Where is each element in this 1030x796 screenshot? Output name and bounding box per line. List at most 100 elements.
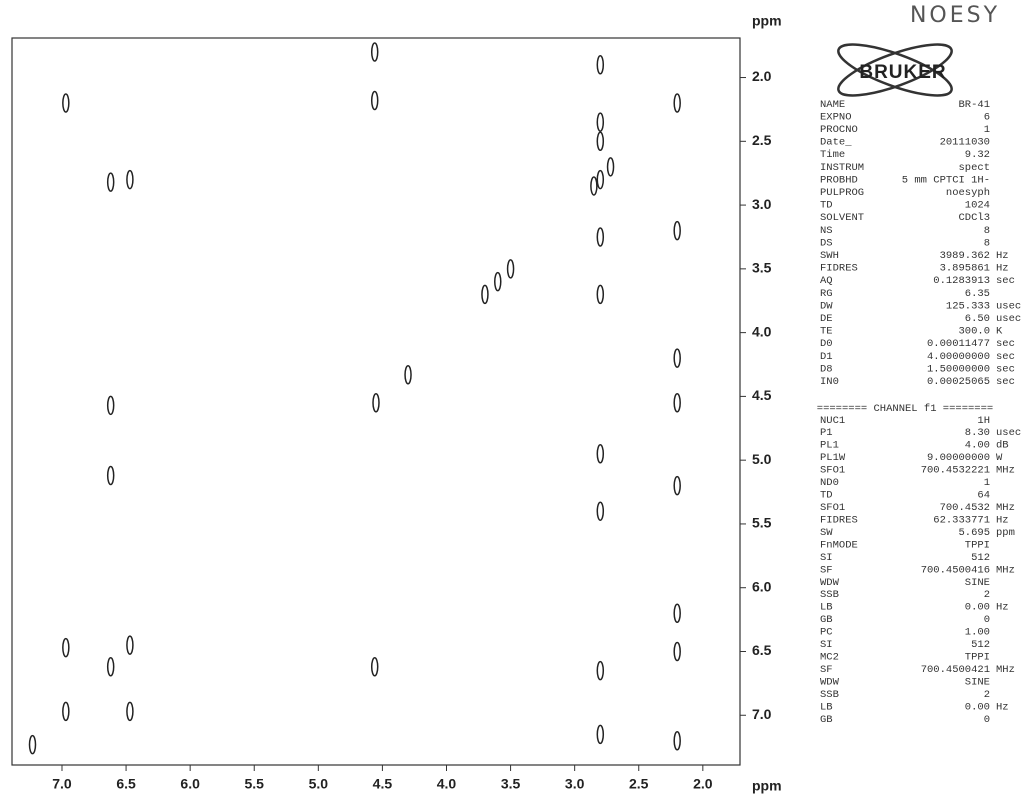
param-name: PC: [820, 627, 833, 639]
param-value: 0: [984, 714, 990, 726]
param-unit: K: [996, 326, 1003, 338]
cross-peak: [606, 157, 615, 177]
cross-peak: [370, 42, 379, 62]
param-unit: MHz: [996, 564, 1015, 576]
param-name: SSB: [820, 689, 839, 701]
param-name: LB: [820, 602, 833, 614]
param-name: PROBHD: [820, 174, 858, 186]
param-value: 700.4532221: [921, 465, 990, 477]
cross-peak: [370, 657, 379, 677]
param-name: SF: [820, 664, 833, 676]
param-name: NAME: [820, 99, 845, 111]
param-value: 125.333: [946, 300, 990, 312]
param-value: 5.695: [958, 527, 990, 539]
param-unit: W: [996, 452, 1003, 464]
param-name: EXPNO: [820, 111, 852, 123]
cross-peak: [673, 641, 681, 662]
x-axis-label: ppm: [752, 778, 782, 794]
param-value: BR-41: [958, 99, 990, 111]
cross-peak: [404, 364, 412, 385]
cross-peak: [62, 701, 70, 722]
cross-peak: [596, 501, 605, 521]
param-name: PL1W: [820, 452, 846, 464]
param-value: TPPI: [965, 652, 990, 664]
channel-header: ======== CHANNEL f1 ========: [817, 403, 993, 415]
x-tick-label: 6.5: [116, 776, 136, 792]
cross-peak: [106, 395, 115, 416]
param-name: FIDRES: [820, 263, 858, 275]
cross-peak: [596, 169, 605, 190]
param-value: CDCl3: [958, 212, 990, 224]
param-name: FIDRES: [820, 514, 858, 526]
cross-peak: [481, 284, 489, 305]
cross-peak: [126, 635, 134, 655]
param-value: 1: [984, 124, 990, 136]
param-value: 4.00: [965, 440, 990, 452]
param-value: noesyph: [946, 187, 990, 199]
cross-peak: [590, 176, 598, 196]
param-value: 2: [984, 689, 990, 701]
cross-peak: [126, 169, 134, 190]
param-name: SSB: [820, 589, 839, 601]
param-value: 9.00000000: [927, 452, 990, 464]
param-value: 8: [984, 237, 990, 249]
cross-peak: [596, 227, 605, 247]
cross-peak: [106, 172, 115, 192]
param-unit: Hz: [996, 263, 1009, 275]
cross-peak: [673, 348, 681, 368]
cross-peak: [673, 475, 681, 496]
param-unit: sec: [996, 338, 1015, 350]
param-name: MC2: [820, 652, 839, 664]
param-name: SFO1: [820, 502, 845, 514]
param-unit: sec: [996, 275, 1015, 287]
cross-peak: [494, 271, 502, 292]
param-name: PULPROG: [820, 187, 864, 199]
cross-peak: [370, 90, 379, 111]
y-tick-label: 6.5: [752, 642, 772, 658]
y-axis-label: ppm: [752, 13, 782, 29]
y-tick-label: 5.0: [752, 451, 772, 467]
param-unit: dB: [996, 440, 1009, 452]
y-tick-label: 5.5: [752, 515, 772, 531]
param-name: IN0: [820, 376, 839, 388]
param-name: AQ: [820, 275, 833, 287]
x-tick-label: 2.0: [693, 776, 713, 792]
param-name: DE: [820, 313, 833, 325]
cross-peak: [62, 93, 70, 113]
cross-peak: [596, 112, 605, 132]
cross-peak: [673, 220, 681, 241]
cross-peak: [596, 724, 605, 745]
param-name: PROCNO: [820, 124, 858, 136]
cross-peak: [506, 259, 515, 279]
param-value: 300.0: [958, 326, 990, 338]
cross-peak: [596, 131, 605, 152]
cross-peak: [106, 465, 115, 486]
y-tick-label: 6.0: [752, 578, 772, 594]
param-value: 6.35: [965, 288, 990, 300]
param-value: 1H: [977, 415, 990, 427]
param-name: SOLVENT: [820, 212, 864, 224]
bruker-logo: [837, 43, 953, 97]
param-name: P1: [820, 427, 833, 439]
param-value: spect: [958, 162, 990, 174]
cross-peak: [62, 637, 70, 658]
cross-peak: [673, 393, 681, 413]
x-tick-label: 5.5: [245, 776, 265, 792]
param-value: 700.4500416: [921, 564, 990, 576]
cross-peak: [126, 701, 134, 722]
param-value: 8.30: [965, 427, 990, 439]
plot-frame: [11, 37, 741, 766]
param-value: 512: [971, 552, 990, 564]
cross-peak: [28, 734, 37, 755]
param-unit: sec: [996, 376, 1015, 388]
param-name: Time: [820, 149, 845, 161]
param-value: SINE: [965, 577, 990, 589]
param-unit: MHz: [996, 502, 1015, 514]
param-unit: Hz: [996, 701, 1009, 713]
param-name: SW: [820, 527, 833, 539]
param-value: 0.00: [965, 602, 990, 614]
param-name: D8: [820, 363, 833, 375]
param-unit: Hz: [996, 602, 1009, 614]
param-name: TD: [820, 490, 833, 502]
